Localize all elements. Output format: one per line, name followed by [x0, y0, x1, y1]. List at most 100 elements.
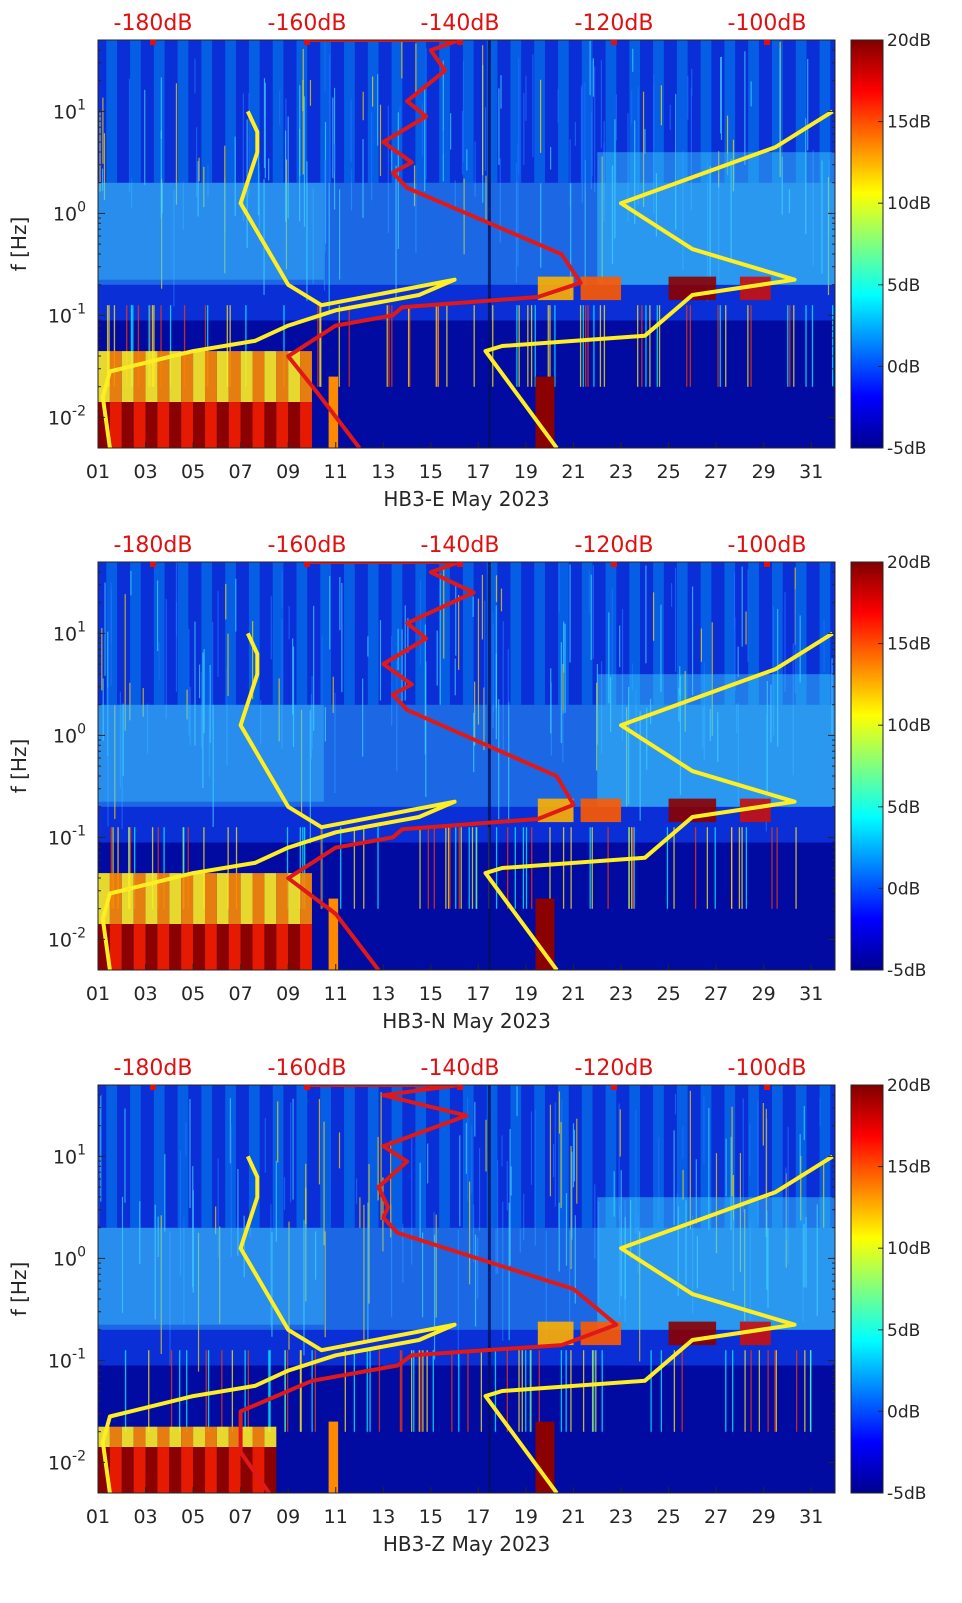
spectral-streak: [249, 1213, 251, 1237]
spectral-streak: [562, 710, 564, 763]
spectral-streak: [653, 85, 655, 214]
longperiod-block: [288, 873, 301, 925]
longperiod-block: [181, 1447, 194, 1493]
top-db-tick: [764, 562, 770, 567]
spectral-streak: [474, 681, 476, 746]
noise-curve-red: [238, 1085, 619, 1493]
spectral-streak: [691, 586, 694, 696]
spectral-streak: [329, 54, 331, 181]
top-db-tick: [611, 1085, 617, 1090]
spectral-streak: [402, 1223, 404, 1284]
spectral-streak: [674, 567, 677, 672]
y-axis-title: f [Hz]: [7, 739, 31, 794]
spectral-streak: [264, 82, 266, 179]
spectral-streak: [481, 574, 484, 640]
spectral-streak: [618, 1103, 620, 1219]
daily-stripe: [486, 562, 498, 705]
longperiod-block: [121, 402, 134, 448]
spectral-streak: [237, 1168, 239, 1257]
glitch-line: [582, 305, 584, 387]
spectral-streak: [350, 168, 353, 211]
daily-stripe: [510, 562, 522, 705]
spectral-streak: [275, 1160, 277, 1242]
spectral-streak: [359, 1197, 361, 1228]
spectral-streak: [362, 678, 364, 757]
glitch-line: [637, 305, 639, 387]
longperiod-block: [169, 924, 182, 970]
longperiod-block: [181, 402, 194, 448]
spectral-streak: [419, 1162, 421, 1240]
daily-stripe: [439, 40, 450, 183]
microseism-band-left: [98, 704, 324, 802]
spectral-streak: [157, 1216, 159, 1258]
spectral-streak: [596, 663, 598, 745]
spectral-streak: [492, 612, 494, 729]
spectral-streak: [674, 1093, 677, 1115]
daily-stripe: [439, 1085, 450, 1228]
top-db-tick: [611, 562, 617, 567]
glitch-line: [641, 305, 643, 387]
top-db-label: -180dB: [114, 11, 193, 36]
glitch-line: [344, 1350, 346, 1432]
longperiod-block: [157, 873, 170, 925]
glitch-line: [650, 1350, 652, 1432]
spectral-streak: [371, 76, 374, 107]
spectral-streak: [415, 165, 417, 253]
colorbar-tick-label: 15dB: [887, 113, 931, 133]
glitch-line: [426, 1350, 428, 1432]
colorbar-tick-label: 15dB: [887, 635, 931, 655]
spectral-streak: [627, 112, 629, 222]
top-db-tick: [457, 1085, 463, 1090]
glitch-line: [633, 827, 635, 909]
daily-stripe: [748, 40, 759, 183]
event-column: [535, 376, 555, 448]
glitch-line: [112, 827, 114, 909]
spectral-streak: [506, 1161, 508, 1211]
daily-stripe: [367, 40, 379, 183]
spectral-streak: [695, 1159, 697, 1224]
top-db-label: -160dB: [268, 11, 347, 36]
glitch-line: [433, 827, 435, 909]
spectral-streak: [816, 1204, 818, 1317]
spectral-streak: [270, 1203, 272, 1327]
x-tick-label: 19: [514, 1506, 538, 1528]
glitch-line: [607, 827, 609, 909]
daily-stripe: [462, 562, 474, 705]
spectral-streak: [419, 579, 422, 666]
spectral-streak: [324, 707, 326, 742]
top-db-tick: [304, 40, 310, 45]
spectral-streak: [734, 617, 736, 691]
glitch-line: [584, 305, 587, 387]
spectrogram-panel: 01 03 05 07 09 11 13 15 17 19 21 23 25 27 29 31 HB3-E Ma…: [7, 11, 931, 511]
spectral-streak: [271, 1232, 273, 1337]
glitch-line: [319, 305, 321, 387]
longperiod-block: [157, 351, 170, 403]
spectral-streak: [202, 652, 204, 788]
top-db-tick: [764, 1085, 770, 1090]
glitch-line: [681, 1350, 683, 1432]
spectral-streak: [532, 54, 534, 158]
colorbar-gradient: [850, 561, 884, 971]
x-tick-label: 09: [276, 1506, 300, 1528]
glitch-line: [435, 305, 437, 387]
spectral-streak: [787, 1126, 789, 1264]
top-db-label: -180dB: [114, 1056, 193, 1081]
glitch-line: [725, 305, 727, 387]
x-tick-label: 03: [133, 461, 157, 483]
daily-stripe: [724, 562, 736, 705]
spectral-streak: [474, 141, 476, 197]
spectral-streak: [285, 159, 288, 270]
daily-stripe: [296, 1085, 308, 1228]
glitch-line: [774, 1350, 776, 1432]
longperiod-block: [169, 1447, 182, 1493]
longperiod-block: [157, 1447, 170, 1493]
longperiod-block: [252, 924, 265, 970]
glitch-line: [460, 827, 462, 909]
x-tick-label: 13: [371, 983, 395, 1005]
glitch-line: [409, 305, 411, 387]
daily-stripe: [225, 562, 236, 705]
longperiod-block: [264, 1426, 277, 1448]
spectral-streak: [302, 48, 304, 175]
longperiod-block: [133, 1426, 146, 1448]
colorbar-tick-label: 20dB: [887, 1076, 931, 1096]
